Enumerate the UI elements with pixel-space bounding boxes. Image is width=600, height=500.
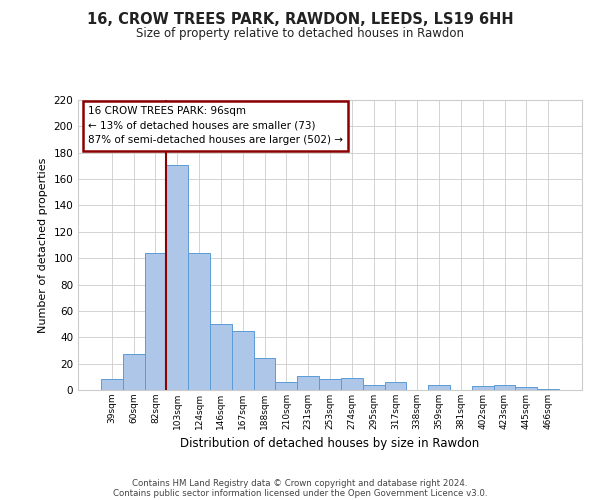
Bar xyxy=(428,384,450,390)
Text: Contains public sector information licensed under the Open Government Licence v3: Contains public sector information licen… xyxy=(113,488,487,498)
Bar xyxy=(494,384,515,390)
Bar xyxy=(515,388,537,390)
Bar xyxy=(254,358,275,390)
Bar xyxy=(232,330,254,390)
Bar xyxy=(188,253,210,390)
Bar xyxy=(297,376,319,390)
Bar xyxy=(166,164,188,390)
Text: 16 CROW TREES PARK: 96sqm
← 13% of detached houses are smaller (73)
87% of semi-: 16 CROW TREES PARK: 96sqm ← 13% of detac… xyxy=(88,106,343,146)
Bar xyxy=(363,384,385,390)
Bar xyxy=(319,380,341,390)
Bar xyxy=(123,354,145,390)
Bar xyxy=(472,386,494,390)
Y-axis label: Number of detached properties: Number of detached properties xyxy=(38,158,48,332)
Bar xyxy=(341,378,363,390)
Bar xyxy=(385,382,406,390)
Text: 16, CROW TREES PARK, RAWDON, LEEDS, LS19 6HH: 16, CROW TREES PARK, RAWDON, LEEDS, LS19… xyxy=(86,12,514,28)
Bar xyxy=(101,380,123,390)
Bar xyxy=(210,324,232,390)
Text: Size of property relative to detached houses in Rawdon: Size of property relative to detached ho… xyxy=(136,28,464,40)
Bar xyxy=(145,253,166,390)
X-axis label: Distribution of detached houses by size in Rawdon: Distribution of detached houses by size … xyxy=(181,438,479,450)
Text: Contains HM Land Registry data © Crown copyright and database right 2024.: Contains HM Land Registry data © Crown c… xyxy=(132,478,468,488)
Bar xyxy=(275,382,297,390)
Bar xyxy=(537,388,559,390)
